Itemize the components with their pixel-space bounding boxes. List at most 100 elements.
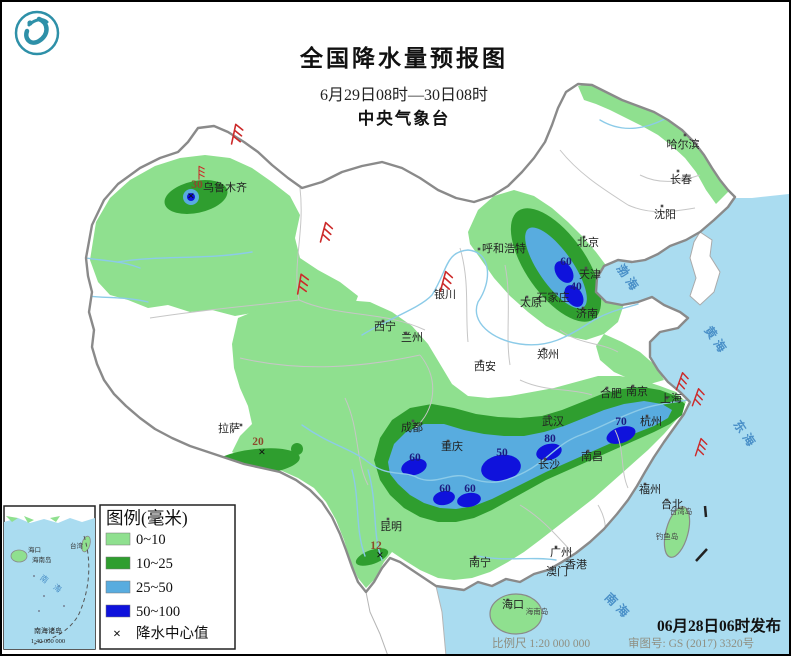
- inset-taiwan-label: 台湾: [70, 541, 84, 550]
- city-label: 乌鲁木齐: [203, 180, 247, 194]
- precip-value-label: 70: [615, 416, 627, 428]
- wind-barb-icon: [296, 273, 310, 295]
- city-label: 太原: [520, 296, 542, 309]
- city-label: 郑州: [537, 347, 559, 361]
- legend-item-label: 25~50: [136, 580, 173, 596]
- city-label: 拉萨: [218, 421, 240, 435]
- inset-coast-green: [6, 516, 18, 522]
- city-label: 南昌: [581, 450, 603, 463]
- city-dot: [543, 457, 547, 461]
- city-dot: [542, 347, 546, 351]
- city-label: 重庆: [441, 439, 463, 453]
- wind-barb-icon: [198, 165, 205, 180]
- taiwan-island: [663, 506, 691, 558]
- precip-value-label: 60: [439, 483, 451, 495]
- city-dot: [643, 482, 647, 486]
- city-dot: [473, 555, 477, 559]
- inset-nine-dash-line: [33, 535, 90, 645]
- city-label: 长沙: [538, 458, 560, 471]
- precip-center-x-marker: ×: [187, 188, 194, 203]
- logo-swirl-icon: [24, 16, 49, 45]
- inset-haikou-label: 海口: [28, 545, 41, 554]
- city-label: 哈尔滨: [667, 137, 700, 151]
- inset-sea: [4, 518, 95, 649]
- city-label: 昆明: [380, 520, 402, 533]
- city-dot: [683, 133, 687, 137]
- page-title: 全国降水量预报图: [299, 45, 508, 71]
- legend-swatch: [105, 556, 131, 570]
- inset-coast-green: [50, 516, 60, 522]
- city-label: 呼和浩特: [482, 241, 526, 255]
- city-dot: [411, 419, 415, 423]
- city-dot: [665, 498, 669, 502]
- map-approval-number: 审图号: GS (2017) 3320号: [628, 636, 754, 650]
- city-label: 石家庄: [537, 290, 570, 304]
- precip-value-label: 40: [570, 281, 582, 293]
- legend-marker-label: 降水中心值: [136, 625, 209, 642]
- legend-swatch: [105, 580, 131, 594]
- city-label: 成都: [401, 421, 423, 434]
- city-dot: [386, 517, 390, 521]
- hainan-island: [489, 593, 543, 635]
- precip-value-label: 50: [496, 447, 508, 459]
- legend-swatch: [105, 604, 131, 618]
- agency-name: 中央气象台: [358, 108, 451, 128]
- title-block: 全国降水量预报图 6月29日08时—30日08时 中央气象台: [299, 45, 508, 128]
- legend-panel: 图例(毫米) 0~10 10~25 25~50 50~100 × 降水中心值: [99, 504, 236, 650]
- island-name-label: 海南岛: [526, 606, 549, 616]
- city-dot: [645, 414, 649, 418]
- precip-value-label: 80: [544, 433, 556, 445]
- city-dot: [404, 331, 408, 335]
- inset-scale-label: 1:40 000 000: [31, 638, 65, 645]
- footer-info: 06月28日06时发布 比例尺 1:20 000 000 审图号: GS (20…: [492, 616, 781, 650]
- inset-hainan: [10, 549, 28, 563]
- city-label: 沈阳: [654, 207, 676, 221]
- legend-item-label: 10~25: [136, 556, 173, 572]
- island-name-label: 钓鱼岛: [656, 531, 679, 541]
- legend-swatch: [105, 532, 131, 546]
- legend-box: [99, 504, 236, 650]
- inset-map-south-china-sea: 海口 海南岛 台湾 南 海 南海诸岛 1:40 000 000: [3, 505, 96, 650]
- city-dot: [381, 319, 385, 323]
- map-scale: 比例尺 1:20 000 000: [492, 636, 590, 650]
- wind-barb-icon: [319, 221, 334, 243]
- city-dot: [446, 439, 450, 443]
- city-dot: [586, 449, 590, 453]
- precip-value-label: 30: [191, 179, 203, 191]
- city-label: 北京: [577, 235, 599, 249]
- city-dot: [605, 386, 609, 390]
- wind-barbs: [198, 123, 708, 457]
- precip-value-label: 20: [252, 436, 264, 448]
- city-dot: [660, 204, 664, 208]
- city-dot: [506, 598, 510, 602]
- legend-rows: 0~10 10~25 25~50 50~100: [105, 532, 180, 620]
- island-mark: [695, 548, 708, 562]
- city-label: 海口: [502, 597, 524, 611]
- publish-time: 06月28日06时发布: [657, 616, 781, 635]
- city-label: 西宁: [374, 319, 396, 333]
- legend-marker-symbol: ×: [113, 627, 121, 642]
- cma-logo: [14, 10, 60, 56]
- sea-area: [436, 194, 789, 656]
- city-label: 合肥: [600, 386, 622, 400]
- city-dot: [631, 384, 635, 388]
- city-label: 台北: [661, 497, 683, 511]
- city-label: 天津: [579, 268, 601, 281]
- legend-title: 图例(毫米): [106, 508, 188, 528]
- city-dot: [584, 266, 588, 270]
- korea-peninsula: [689, 231, 721, 306]
- city-dot: [477, 247, 481, 251]
- island-name-label: 台湾岛: [670, 506, 693, 516]
- city-label: 广州: [550, 546, 572, 559]
- city-label: 香港: [565, 558, 587, 571]
- city-label: 上海: [660, 391, 682, 405]
- precip-center-x-marker: ×: [376, 547, 383, 562]
- legend-item-label: 50~100: [136, 604, 180, 620]
- precipitation-layers: [90, 84, 730, 588]
- inset-hainan-label: 海南岛: [32, 555, 52, 564]
- city-label: 银川: [434, 287, 456, 301]
